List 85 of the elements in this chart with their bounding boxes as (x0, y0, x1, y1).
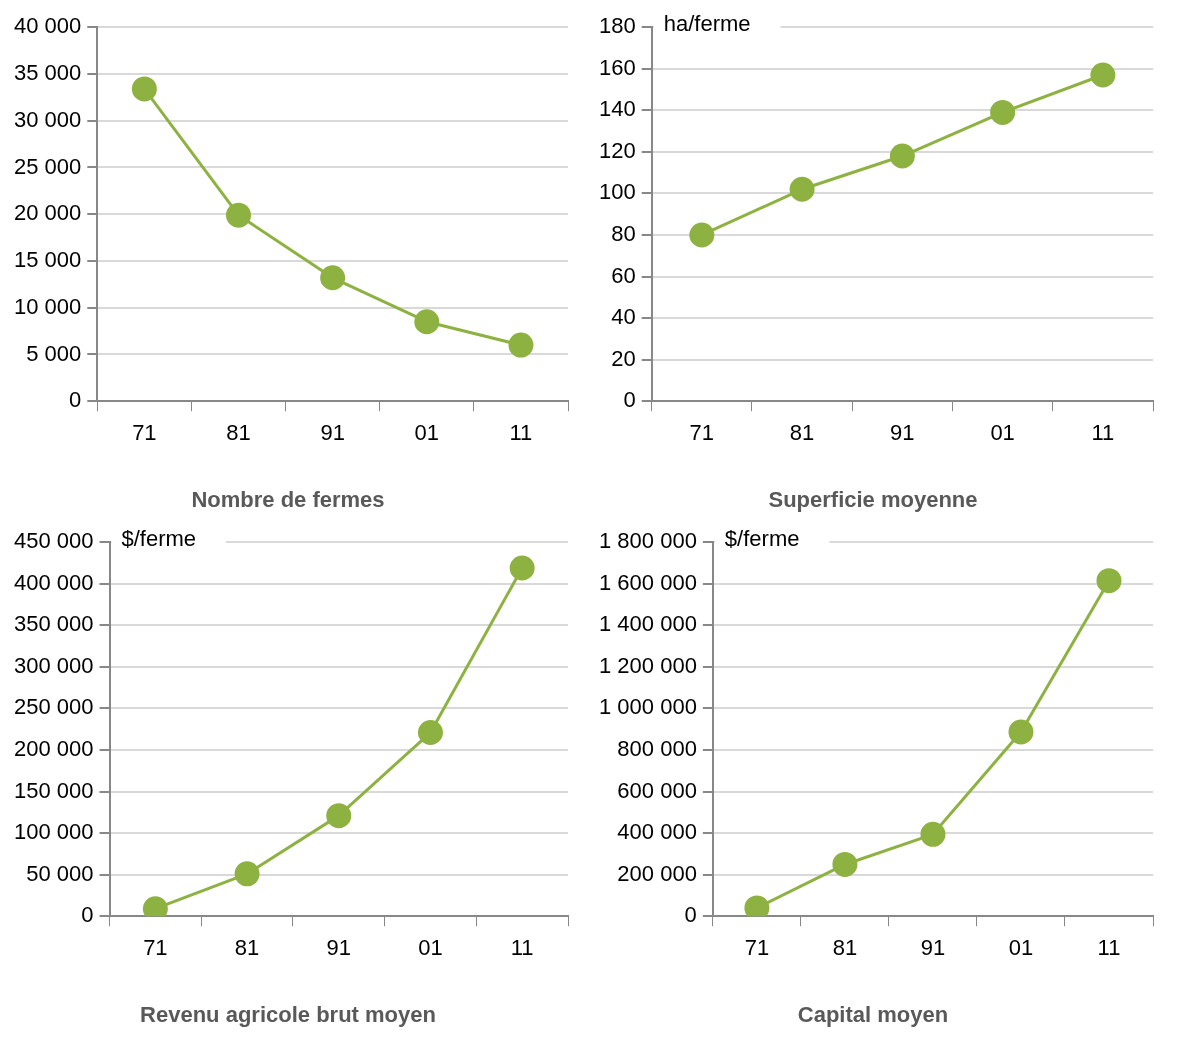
y-tick-label: 0 (81, 902, 94, 928)
y-tick-label: 5 000 (26, 340, 82, 366)
y-tick-label: 30 000 (13, 106, 82, 132)
x-tick-label: 91 (920, 935, 946, 961)
point (508, 332, 534, 358)
point (789, 176, 815, 202)
x-tick-label: 01 (1008, 935, 1034, 961)
y-tick-label: 200 000 (617, 860, 697, 886)
x-tick-label: 71 (689, 420, 715, 446)
point (414, 309, 440, 335)
y-tick-label: 300 000 (13, 652, 94, 678)
y-tick-label: 120 (598, 137, 636, 163)
y-tick-label: 160 (598, 54, 636, 80)
point (226, 202, 251, 228)
y-tick-label: 1 800 000 (599, 528, 697, 554)
y-tick-label: 100 000 (13, 819, 94, 845)
y-tick-label: 1 400 000 (599, 611, 697, 637)
y-tick-label: 600 000 (617, 777, 697, 803)
x-tick-label: 81 (832, 935, 858, 961)
text: Superficie moyenne (768, 486, 978, 512)
y-axis-title: $/ferme (121, 526, 197, 552)
y-axis-title: $/ferme (724, 526, 800, 552)
y-tick-label: 400 000 (13, 569, 94, 595)
y-tick-label: 200 000 (13, 736, 94, 762)
x-tick-label: 71 (744, 935, 770, 961)
x-tick-label: 01 (414, 420, 440, 446)
y-tick-label: 40 000 (13, 13, 82, 39)
y-tick-label: 1 600 000 (599, 569, 697, 595)
y-tick-label: 20 000 (13, 200, 82, 226)
y-tick-label: 60 (611, 262, 636, 288)
x-tick-label: 01 (418, 935, 443, 961)
y-tick-label: 450 000 (13, 528, 94, 554)
point (320, 265, 346, 291)
point (234, 861, 260, 887)
x-tick-label: 91 (320, 420, 345, 446)
y-tick-label: 140 (598, 96, 636, 122)
point (689, 222, 715, 248)
y-axis-title: ha/ferme (663, 11, 751, 37)
x-tick-label: 11 (1097, 935, 1121, 961)
point (832, 851, 858, 877)
y-tick-label: 350 000 (13, 611, 94, 637)
x-tick-label: 71 (132, 420, 157, 446)
point (990, 99, 1016, 125)
y-tick-label: 15 000 (13, 247, 82, 273)
x-tick-label: 81 (234, 935, 260, 961)
point (509, 555, 535, 581)
y-tick-label: 50 000 (26, 860, 94, 886)
y-tick-label: 40 (611, 304, 636, 330)
x-tick-label: 91 (890, 420, 915, 446)
text: Revenu agricole brut moyen (140, 1001, 436, 1027)
text: Nombre de fermes (191, 486, 385, 512)
y-tick-label: 35 000 (13, 60, 82, 86)
y-tick-label: 800 000 (617, 736, 697, 762)
point (417, 720, 443, 746)
x-tick-label: 91 (326, 935, 351, 961)
y-tick-label: 25 000 (13, 153, 82, 179)
point (889, 143, 915, 169)
y-tick-label: 1 200 000 (599, 652, 697, 678)
point (920, 821, 946, 847)
text: Capital moyen (797, 1001, 949, 1027)
x-tick-label: 81 (226, 420, 251, 446)
x-tick-label: 71 (143, 935, 168, 961)
y-tick-label: 10 000 (13, 293, 82, 319)
point (131, 76, 157, 102)
y-tick-label: 180 (598, 13, 636, 39)
y-tick-label: 400 000 (617, 819, 697, 845)
point (744, 895, 770, 917)
point (326, 803, 352, 829)
x-tick-label: 11 (509, 420, 533, 446)
x-tick-label: 81 (789, 420, 815, 446)
y-tick-label: 1 000 000 (599, 694, 697, 720)
point (1096, 568, 1122, 594)
y-tick-label: 0 (69, 387, 82, 413)
x-tick-label: 11 (510, 935, 534, 961)
x-tick-label: 01 (990, 420, 1015, 446)
point (1008, 719, 1034, 745)
y-tick-label: 20 (611, 345, 636, 371)
y-tick-label: 150 000 (13, 777, 94, 803)
y-tick-label: 100 (598, 179, 636, 205)
y-tick-label: 0 (623, 387, 636, 413)
y-tick-label: 250 000 (13, 694, 94, 720)
x-tick-label: 11 (1091, 420, 1115, 446)
y-tick-label: 0 (684, 902, 697, 928)
point (1090, 62, 1116, 88)
y-tick-label: 80 (611, 221, 636, 247)
